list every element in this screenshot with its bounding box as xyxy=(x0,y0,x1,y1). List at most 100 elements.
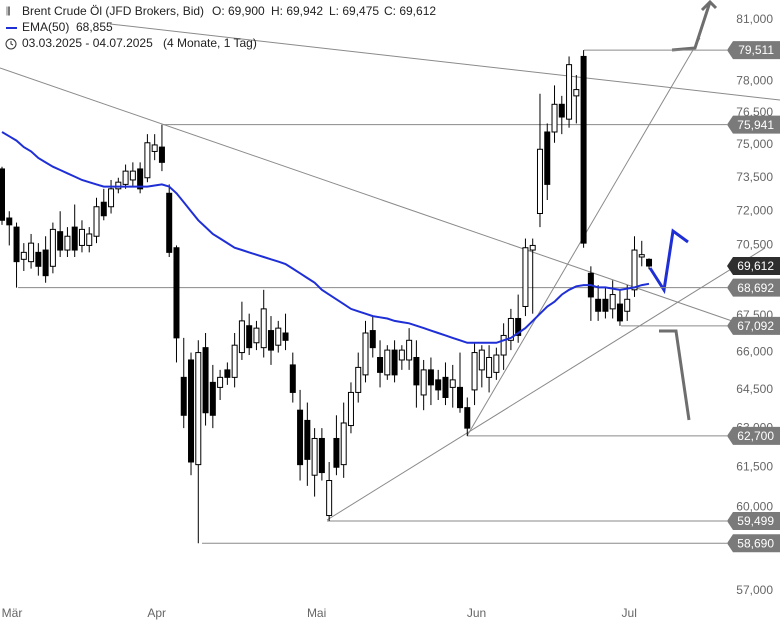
candle-body xyxy=(115,181,122,190)
y-tick-label: 70,500 xyxy=(736,238,773,252)
candle-body xyxy=(566,64,573,120)
candle-body xyxy=(449,379,456,388)
candle-body xyxy=(311,437,318,476)
price-tag-label: 75,941 xyxy=(737,118,774,132)
candle-body xyxy=(558,103,565,118)
ohlc-close: C: 69,612 xyxy=(384,4,436,18)
price-tag xyxy=(727,316,780,335)
candle-body xyxy=(166,192,173,253)
annotation-arrows xyxy=(648,0,718,421)
candle-body xyxy=(340,422,347,466)
candle-body xyxy=(100,201,107,217)
candle-body xyxy=(253,327,260,344)
candle-body xyxy=(398,349,405,361)
price-tag xyxy=(727,534,780,553)
ema-value: 68,855 xyxy=(76,20,113,34)
candle-body xyxy=(217,376,224,388)
candle-body xyxy=(13,226,20,263)
candle-body xyxy=(333,437,340,468)
candle-body xyxy=(420,369,427,396)
candle-body xyxy=(406,339,413,361)
candle-body xyxy=(616,303,623,322)
candle-body xyxy=(384,349,391,376)
trend-lines xyxy=(0,23,780,521)
candle-body xyxy=(544,131,551,185)
candle-body xyxy=(304,419,311,460)
y-tick-label: 64,500 xyxy=(736,382,773,396)
candle-body xyxy=(595,298,602,312)
blue-projection xyxy=(648,228,689,295)
y-tick-label: 72,000 xyxy=(736,203,773,217)
x-tick-label: Jun xyxy=(467,606,486,620)
trend-line xyxy=(0,67,736,323)
candle-body xyxy=(129,170,136,181)
ohlc-high: H: 69,942 xyxy=(271,4,323,18)
candle-body xyxy=(231,344,238,378)
price-tag-label: 59,499 xyxy=(737,514,774,528)
candle-body xyxy=(631,249,638,291)
candle-body xyxy=(260,308,267,349)
candle-body xyxy=(427,369,434,386)
title: Brent Crude Öl (JFD Brokers, Bid) xyxy=(22,4,204,18)
candle-body xyxy=(646,258,653,267)
y-tick-label: 78,000 xyxy=(736,73,773,87)
candle-body xyxy=(486,356,493,378)
price-tag xyxy=(727,115,780,134)
candle-body xyxy=(464,407,471,429)
ohlc-open: O: 69,900 xyxy=(212,4,265,18)
y-tick-label: 60,000 xyxy=(736,500,773,514)
candle-body xyxy=(238,320,245,354)
candle-body xyxy=(515,317,522,336)
candle-body xyxy=(493,354,500,373)
candle-body xyxy=(180,376,187,416)
clock-hand xyxy=(10,41,14,46)
candle-body xyxy=(573,89,580,97)
candle-body xyxy=(369,330,376,349)
candle-body xyxy=(522,247,529,307)
ema-line xyxy=(1,131,650,344)
candle-body xyxy=(275,327,282,346)
candle-body xyxy=(413,356,420,386)
gray-arrow-head xyxy=(700,0,718,12)
candle-body xyxy=(122,170,129,185)
price-tag xyxy=(727,426,780,445)
candle-body xyxy=(471,352,478,391)
candle-body xyxy=(86,233,93,246)
candle-body xyxy=(0,168,5,221)
y-tick-label: 57,000 xyxy=(736,583,773,597)
candle-body xyxy=(78,228,85,246)
period: 03.03.2025 - 04.07.2025 xyxy=(22,36,153,50)
plot: 81,000 78,000 76,500 75,000 73,500 72,000 70,5… xyxy=(0,12,780,620)
candle-body xyxy=(151,144,158,152)
price-tag-label: 62,700 xyxy=(737,429,774,443)
candle-body xyxy=(609,294,616,310)
candle-body xyxy=(282,332,289,341)
price-tag xyxy=(727,257,780,276)
candle-body xyxy=(507,317,514,341)
candle-body xyxy=(435,379,442,391)
candle-body xyxy=(478,349,485,371)
candle-body xyxy=(246,325,253,349)
candle-body xyxy=(391,349,398,376)
candle-body xyxy=(108,188,115,208)
candle-body xyxy=(64,235,71,251)
gray-arrow-up xyxy=(671,1,712,52)
candle-body xyxy=(144,142,151,179)
candle-body xyxy=(158,146,165,163)
y-tick-label: 81,000 xyxy=(736,12,773,26)
x-tick-label: Jul xyxy=(622,606,637,620)
candle-body xyxy=(551,103,558,133)
price-tag xyxy=(727,278,780,297)
candle-body xyxy=(202,347,209,414)
candle-body xyxy=(355,366,362,393)
candle-body xyxy=(377,356,384,373)
candle-body xyxy=(42,249,49,277)
y-tick-label: 61,500 xyxy=(736,459,773,473)
candle-body xyxy=(195,352,202,466)
candle-body xyxy=(602,298,609,312)
period-note: (4 Monate, 1 Tag) xyxy=(163,36,257,50)
candle-body xyxy=(188,359,195,463)
price-tag xyxy=(727,41,780,60)
clock-icon xyxy=(5,38,17,50)
